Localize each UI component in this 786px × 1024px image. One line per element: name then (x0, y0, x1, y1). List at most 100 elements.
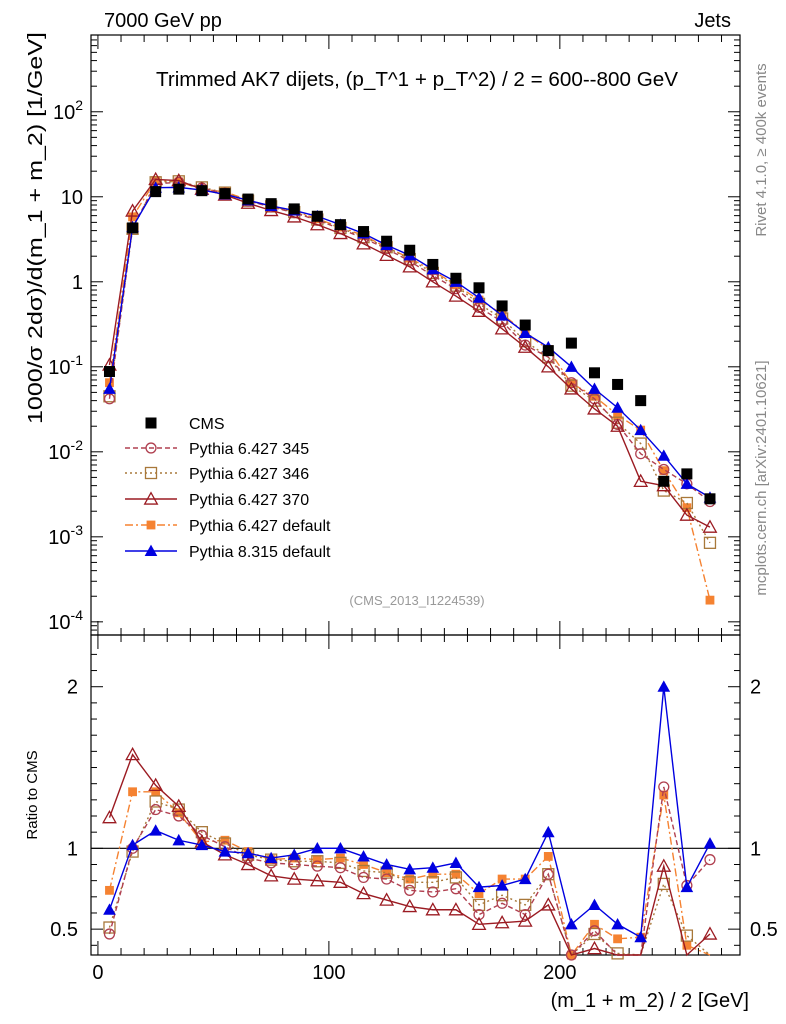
x-tick-label: 0 (92, 962, 103, 984)
legend-item-p346: Pythia 6.427 346 (125, 466, 309, 483)
ratio-point-p370 (309, 872, 325, 887)
legend-label-pdef: Pythia 6.427 default (189, 518, 331, 535)
data-point-p8 (495, 309, 509, 321)
data-point-cms (565, 337, 577, 349)
legend-marker-pdef (146, 520, 156, 530)
ratio-point-pdef (151, 787, 161, 797)
data-point-cms (681, 468, 693, 480)
ratio-point-p345 (658, 781, 670, 793)
side-label-top: Rivet 4.1.0, ≥ 400k events (753, 63, 770, 236)
ratio-point-p370 (102, 809, 117, 824)
ratio-point-p346 (657, 877, 670, 891)
data-point-p8 (565, 360, 578, 372)
ratio-point-p8 (426, 861, 440, 873)
ratio-point-p8 (172, 833, 186, 846)
data-point-cms (173, 183, 185, 195)
data-point-p345 (635, 448, 647, 460)
ratio-point-p345 (519, 908, 531, 921)
y-tick-label: 102 (53, 97, 83, 124)
data-point-p370 (563, 381, 579, 395)
x-tick-label: 200 (543, 962, 576, 984)
data-point-p370 (517, 339, 533, 353)
ratio-point-p346 (403, 876, 416, 889)
ratio-point-p346 (588, 927, 601, 941)
ratio-point-pdef (497, 874, 507, 884)
ratio-point-p8 (334, 842, 347, 854)
ratio-point-p370 (240, 856, 256, 871)
ratio-point-pdef (105, 885, 114, 895)
data-point-p370 (356, 236, 371, 250)
ratio-point-p346 (311, 855, 324, 868)
ratio-point-p8 (311, 842, 324, 854)
ratio-point-p370 (540, 897, 556, 911)
ratio-point-p8 (357, 850, 370, 862)
ratio-point-pdef (312, 855, 322, 865)
ratio-point-p370 (656, 858, 672, 872)
ratio-point-p345 (427, 886, 439, 898)
data-point-p346 (565, 379, 578, 392)
ratio-point-p345 (404, 884, 416, 896)
main-title: Trimmed AK7 dijets, (p_T^1 + p_T^2) / 2 … (156, 69, 679, 91)
data-point-pdef (705, 595, 715, 605)
legend-item-pdef: Pythia 6.427 default (125, 518, 331, 535)
legend-item-p8: Pythia 8.315 default (125, 544, 331, 561)
y-tick-label: 10-1 (48, 352, 83, 379)
data-point-p8 (472, 291, 486, 303)
ratio-point-p8 (565, 917, 578, 930)
ratio-line-p345 (108, 786, 711, 957)
ratio-point-p8 (449, 856, 463, 868)
ratio-point-p8 (657, 680, 671, 692)
ratio-point-p8 (218, 845, 232, 857)
legend: CMS Pythia 6.427 345 Pythia 6.427 346 Pythi… (125, 416, 331, 561)
data-point-pdef (659, 466, 669, 476)
x-tick-label: 100 (312, 962, 345, 984)
x-axis-label: (m_1 + m_2) / 2 [GeV] (551, 990, 749, 1012)
data-point-cms (496, 300, 508, 312)
data-point-p8 (103, 382, 116, 394)
ratio-point-p345 (311, 860, 323, 872)
ratio-point-pdef (590, 919, 599, 929)
data-point-cms (334, 219, 346, 231)
ratio-point-pdef (682, 940, 692, 950)
legend-item-cms: CMS (145, 416, 225, 433)
series-line-p346 (108, 180, 711, 544)
legend-marker-p370 (143, 491, 159, 505)
ratio-point-p8 (588, 898, 601, 910)
ratio-point-p370 (587, 940, 602, 955)
data-point-p370 (540, 359, 556, 373)
data-point-cms (265, 198, 277, 210)
data-point-cms (242, 193, 254, 205)
ratio-point-p346 (426, 876, 439, 889)
data-point-p370 (679, 507, 695, 521)
data-point-p346 (588, 394, 601, 407)
data-point-p370 (333, 225, 348, 240)
ratio-point-p345 (704, 854, 716, 866)
data-point-p346 (703, 536, 717, 549)
side-label-bottom: mcplots.cern.ch [arXiv:2401.10621] (753, 360, 770, 595)
data-point-cms (219, 188, 231, 200)
ratio-series-p370 (102, 746, 718, 957)
data-point-p8 (634, 423, 648, 436)
data-point-pdef (613, 410, 622, 420)
data-point-p8 (680, 477, 694, 489)
ratio-point-p370 (702, 926, 718, 940)
legend-marker-cms (145, 417, 157, 429)
ratio-point-p8 (380, 858, 393, 870)
ratio-point-p8 (634, 930, 648, 943)
ratio-point-p345 (334, 862, 347, 874)
data-point-p370 (494, 321, 510, 335)
ratio-point-p345 (473, 908, 485, 921)
ratio-point-p8 (541, 825, 555, 838)
ratio-point-p346 (449, 871, 463, 884)
data-point-cms (150, 186, 162, 198)
data-point-p8 (518, 326, 532, 339)
y-tick-label: 10-3 (48, 522, 83, 549)
data-point-p370 (448, 288, 464, 302)
ratio-point-p8 (518, 872, 532, 885)
header-right: Jets (694, 10, 731, 32)
axes: 10-4 10-3 10-2 10-1 1 10 102 0 100 200 0.5 0.5 1 1 2 2 (48, 34, 778, 984)
legend-label-p346: Pythia 6.427 346 (189, 466, 309, 483)
data-point-cms (473, 282, 485, 294)
ratio-point-p345 (450, 883, 462, 895)
